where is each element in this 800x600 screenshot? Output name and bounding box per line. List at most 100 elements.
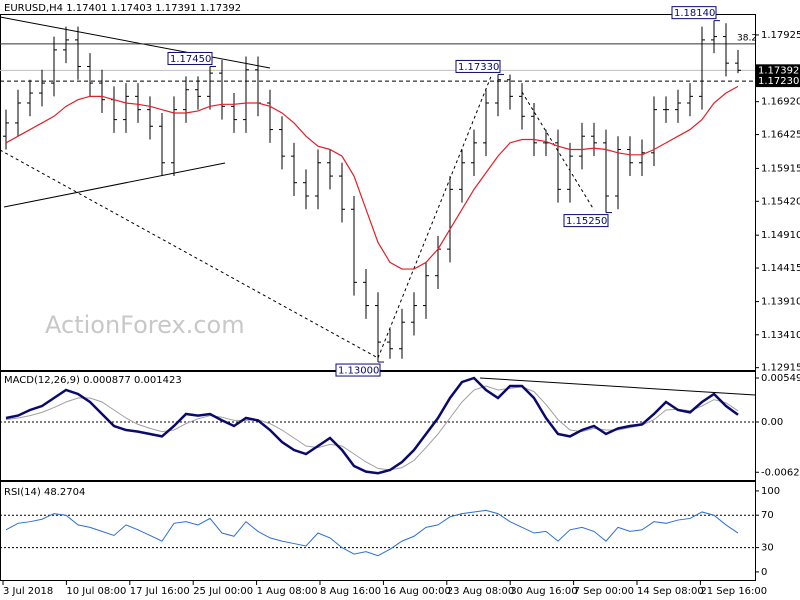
ohlc-bar (567, 142, 573, 203)
ohlc-bar (411, 292, 417, 336)
ohlc-bar (87, 53, 93, 97)
ohlc-bar (291, 142, 297, 196)
ohlc-bar (135, 83, 141, 123)
ohlc-bar (327, 149, 333, 190)
ohlc-bar (459, 149, 465, 203)
ohlc-bar (27, 79, 33, 117)
ohlc-bar (147, 96, 153, 140)
level-box (755, 75, 800, 88)
last-price-box (755, 64, 800, 77)
annotation-box (671, 6, 717, 20)
x-tick-label: 30 Aug 16:00 (510, 586, 577, 597)
y-tick-label: 1.13410 (761, 330, 800, 341)
ohlc-bar (267, 89, 273, 143)
y-tick-label: 1.15420 (761, 196, 800, 207)
moving-average (5, 85, 739, 270)
ohlc-bar (339, 162, 345, 223)
ohlc-bar (471, 129, 477, 177)
ohlc-bar (279, 116, 285, 170)
y-tick-label: 1.14415 (761, 263, 800, 274)
y-tick-label: 1.12915 (761, 363, 800, 374)
indicator-line (5, 509, 739, 557)
annotation-label: 1.15250 (566, 216, 607, 227)
ohlc-bar (375, 292, 381, 363)
ohlc-bar (123, 83, 129, 133)
annotation-box (455, 59, 501, 73)
ohlc-bar (711, 20, 717, 54)
x-tick-label: 3 Jul 2018 (3, 586, 53, 597)
trend-line (3, 162, 226, 208)
y-tick-label: 1.16425 (761, 130, 800, 141)
ohlc-bar (315, 149, 321, 210)
y-tick-label: 1.16920 (761, 97, 800, 108)
trend-lines (0, 16, 756, 396)
macd-title: MACD(12,26,9) 0.000877 0.001423 (4, 375, 182, 386)
ohlc-bar (363, 269, 369, 319)
ohlc-bar (243, 56, 249, 133)
ohlc-bar (15, 89, 21, 137)
ohlc-bar (447, 176, 453, 263)
ohlc-bar (39, 69, 45, 107)
ohlc-bar (495, 74, 501, 117)
ohlc-bar (579, 122, 585, 170)
ohlc-bar (183, 76, 189, 123)
ohlc-bar (675, 89, 681, 123)
x-tick-label: 7 Sep 00:00 (574, 586, 634, 597)
y-tick-label: 1.13910 (761, 297, 800, 308)
x-tick-label: 21 Sep 16:00 (700, 586, 767, 597)
ohlc-bar (219, 59, 225, 120)
ohlc-bar (387, 328, 393, 359)
rsi-title: RSI(14) 48.2704 (4, 487, 85, 498)
ohlc-bar (519, 83, 525, 130)
x-tick-label: 8 Aug 16:00 (320, 586, 381, 597)
ohlc-bar (555, 129, 561, 203)
ohlc-bar (207, 66, 213, 110)
ohlc-bar (639, 139, 645, 177)
trend-line (521, 91, 595, 211)
ohlc-bar (159, 112, 165, 177)
y-tick-label: 1.15915 (761, 163, 800, 174)
ohlc-bar (171, 96, 177, 177)
ohlc-bar (591, 122, 597, 157)
ohlc-bar (699, 26, 705, 110)
ohlc-bar (63, 26, 69, 64)
y-tick-label: 100 (761, 486, 780, 497)
annotation-label: 1.18140 (674, 8, 715, 19)
ohlc-bar (399, 308, 405, 359)
ohlc-bar (507, 74, 513, 110)
x-tick-label: 1 Aug 08:00 (257, 586, 318, 597)
y-tick-label: 0.005498 (761, 373, 800, 384)
x-tick-label: 14 Sep 08:00 (637, 586, 704, 597)
x-tick-label: 23 Aug 08:00 (447, 586, 514, 597)
level-label: 1.17230 (758, 76, 799, 87)
macd-trend-line (479, 377, 756, 396)
ohlc-bar (423, 262, 429, 319)
fib-label: 38.2 (737, 33, 757, 43)
trend-line (0, 16, 271, 69)
ohlc-bar (735, 49, 741, 74)
x-tick-label: 10 Jul 08:00 (66, 586, 126, 597)
watermark: ActionForex.com (45, 311, 245, 339)
annotation-box (167, 51, 213, 65)
ohlc-bar (231, 93, 237, 133)
ohlc-bar (723, 23, 729, 77)
x-tick-label: 17 Jul 16:00 (130, 586, 190, 597)
last-price-label: 1.17392 (758, 65, 799, 76)
y-tick-label: 30 (761, 543, 774, 554)
annotation-label: 1.13000 (338, 366, 379, 377)
y-tick-label: 1.17925 (761, 30, 800, 41)
annotation-box (563, 214, 609, 228)
indicator-line (5, 376, 739, 475)
ohlc-bar (75, 26, 81, 80)
ohlc-bar (627, 136, 633, 177)
y-tick-label: 70 (761, 510, 774, 521)
ohlc-bar (531, 103, 537, 157)
chart-title: EURUSD,H4 1.17401 1.17403 1.17391 1.1739… (4, 3, 241, 14)
annotation-label: 1.17450 (170, 54, 211, 65)
annotation-label: 1.17330 (458, 62, 499, 73)
ohlc-bar (615, 136, 621, 210)
ohlc-bar (687, 83, 693, 117)
annotation-box (335, 363, 381, 377)
